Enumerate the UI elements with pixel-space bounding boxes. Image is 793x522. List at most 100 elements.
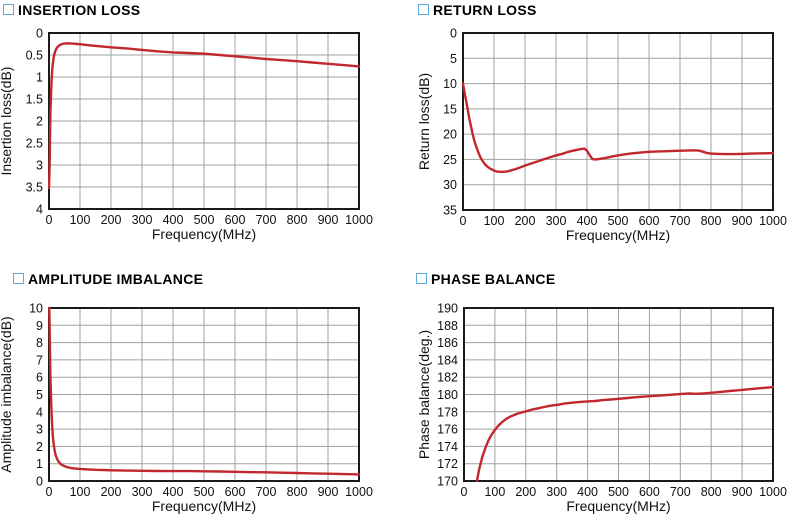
x-tick-label: 200 (515, 214, 536, 228)
insertion-loss-chart: 00.511.522.533.540 100 200 300 400 500 600 700 8… (0, 27, 373, 243)
y-axis-label: Return loss(dB) (416, 73, 432, 170)
y-tick-label: 15 (443, 102, 457, 116)
y-tick-label: 7 (36, 353, 43, 367)
y-axis-label: Phase balance(deg.) (416, 330, 432, 459)
x-tick-label: 100 (484, 485, 505, 499)
x-tick-label: 500 (608, 485, 629, 499)
x-tick-label: 100 (70, 213, 91, 227)
x-tick-label: 0 (46, 213, 53, 227)
x-tick-label: 600 (639, 485, 660, 499)
x-tick-label: 800 (701, 485, 722, 499)
chart-panel-return-loss: RETURN LOSS 0 5 10 15 20 25 30 35 0 100 200 300 400 5… (396, 0, 793, 260)
y-tick-label: 1 (36, 71, 43, 85)
x-tick-label: 1000 (345, 485, 373, 499)
y-tick-label: 3 (36, 423, 43, 437)
x-tick-label: 500 (194, 485, 215, 499)
x-tick-label: 400 (577, 214, 598, 228)
y-tick-label: 30 (443, 178, 457, 192)
y-tick-label: 3.5 (26, 181, 43, 195)
y-tick-label: 190 (437, 302, 458, 316)
x-tick-label: 900 (732, 214, 753, 228)
x-tick-label: 0 (46, 485, 53, 499)
y-tick-label: 170 (437, 475, 458, 489)
y-tick-label: 3 (36, 159, 43, 173)
chart-title: AMPLITUDE IMBALANCE (13, 272, 203, 286)
x-tick-label: 800 (287, 213, 308, 227)
y-tick-label: 9 (36, 319, 43, 333)
y-tick-label: 1 (36, 457, 43, 471)
x-tick-label: 300 (546, 485, 567, 499)
plot-frame (48, 32, 360, 210)
chart-title-text: RETURN LOSS (433, 2, 537, 18)
y-tick-label: 2 (36, 115, 43, 129)
y-tick-label: 180 (437, 388, 458, 402)
x-tick-label: 100 (70, 485, 91, 499)
x-tick-label: 600 (225, 213, 246, 227)
x-tick-label: 400 (577, 485, 598, 499)
x-tick-label: 900 (318, 485, 339, 499)
plot-frame (48, 307, 360, 482)
x-tick-label: 700 (670, 214, 691, 228)
y-tick-label: 188 (437, 319, 458, 333)
section-square-icon (416, 273, 427, 284)
chart-title: PHASE BALANCE (416, 272, 555, 286)
y-tick-label: 10 (29, 302, 43, 316)
y-tick-label: 25 (443, 153, 457, 167)
y-tick-label: 4 (36, 203, 43, 217)
x-tick-label: 200 (515, 485, 536, 499)
x-tick-label: 500 (194, 213, 215, 227)
x-tick-label: 0 (461, 485, 468, 499)
x-axis-label: Frequency(MHz) (566, 498, 670, 514)
phase-balance-chart: 170 172 174 176 178 180 182 184 186 188 190 0 100 200… (416, 302, 787, 515)
y-tick-label: 1.5 (26, 93, 43, 107)
y-tick-label: 5 (36, 388, 43, 402)
gridlines (464, 308, 773, 481)
x-axis-label: Frequency(MHz) (152, 226, 256, 242)
x-tick-label: 800 (287, 485, 308, 499)
x-tick-label: 700 (256, 213, 277, 227)
y-tick-label: 0.5 (26, 49, 43, 63)
x-tick-label: 1000 (759, 485, 787, 499)
chart-title: INSERTION LOSS (3, 3, 140, 17)
y-tick-label: 184 (437, 353, 458, 367)
x-tick-label: 600 (639, 214, 660, 228)
x-tick-label: 300 (132, 213, 153, 227)
x-tick-label: 1000 (345, 213, 373, 227)
phase-balance-curve (475, 385, 774, 482)
y-tick-label: 178 (437, 405, 458, 419)
chart-panel-amplitude-imbalance: AMPLITUDE IMBALANCE 0 1 2 3 4 5 6 7 8 9 10 0 100 200 3… (0, 260, 396, 522)
gridlines (49, 308, 359, 481)
plot-frame (463, 307, 774, 482)
chart-title: RETURN LOSS (418, 3, 537, 17)
section-square-icon (418, 4, 429, 15)
x-tick-label: 300 (546, 214, 567, 228)
gridlines (463, 33, 773, 210)
y-tick-label: 8 (36, 336, 43, 350)
y-tick-label: 4 (36, 405, 43, 419)
x-tick-label: 600 (225, 485, 246, 499)
insertion-loss-curve (48, 42, 360, 190)
x-tick-label: 700 (670, 485, 691, 499)
x-tick-label: 400 (163, 213, 184, 227)
y-tick-label: 0 (450, 27, 457, 41)
chart-panel-insertion-loss: INSERTION LOSS 0 0.5 1 1.5 2 2.5 3 3.5 4 0 100 200 3… (0, 0, 396, 260)
y-tick-label: 186 (437, 336, 458, 350)
y-tick-label: 182 (437, 371, 458, 385)
y-tick-label: 172 (437, 457, 458, 471)
x-tick-label: 200 (101, 485, 122, 499)
x-tick-label: 800 (701, 214, 722, 228)
gridlines (49, 33, 359, 209)
section-square-icon (13, 273, 24, 284)
x-tick-label: 200 (101, 213, 122, 227)
x-axis-label: Frequency(MHz) (566, 227, 670, 243)
x-tick-label: 100 (484, 214, 505, 228)
x-axis-label: Frequency(MHz) (152, 498, 256, 514)
x-tick-label: 400 (163, 485, 184, 499)
section-square-icon (3, 4, 14, 15)
y-tick-label: 6 (36, 371, 43, 385)
y-tick-label: 176 (437, 423, 458, 437)
y-tick-label: 174 (437, 440, 458, 454)
